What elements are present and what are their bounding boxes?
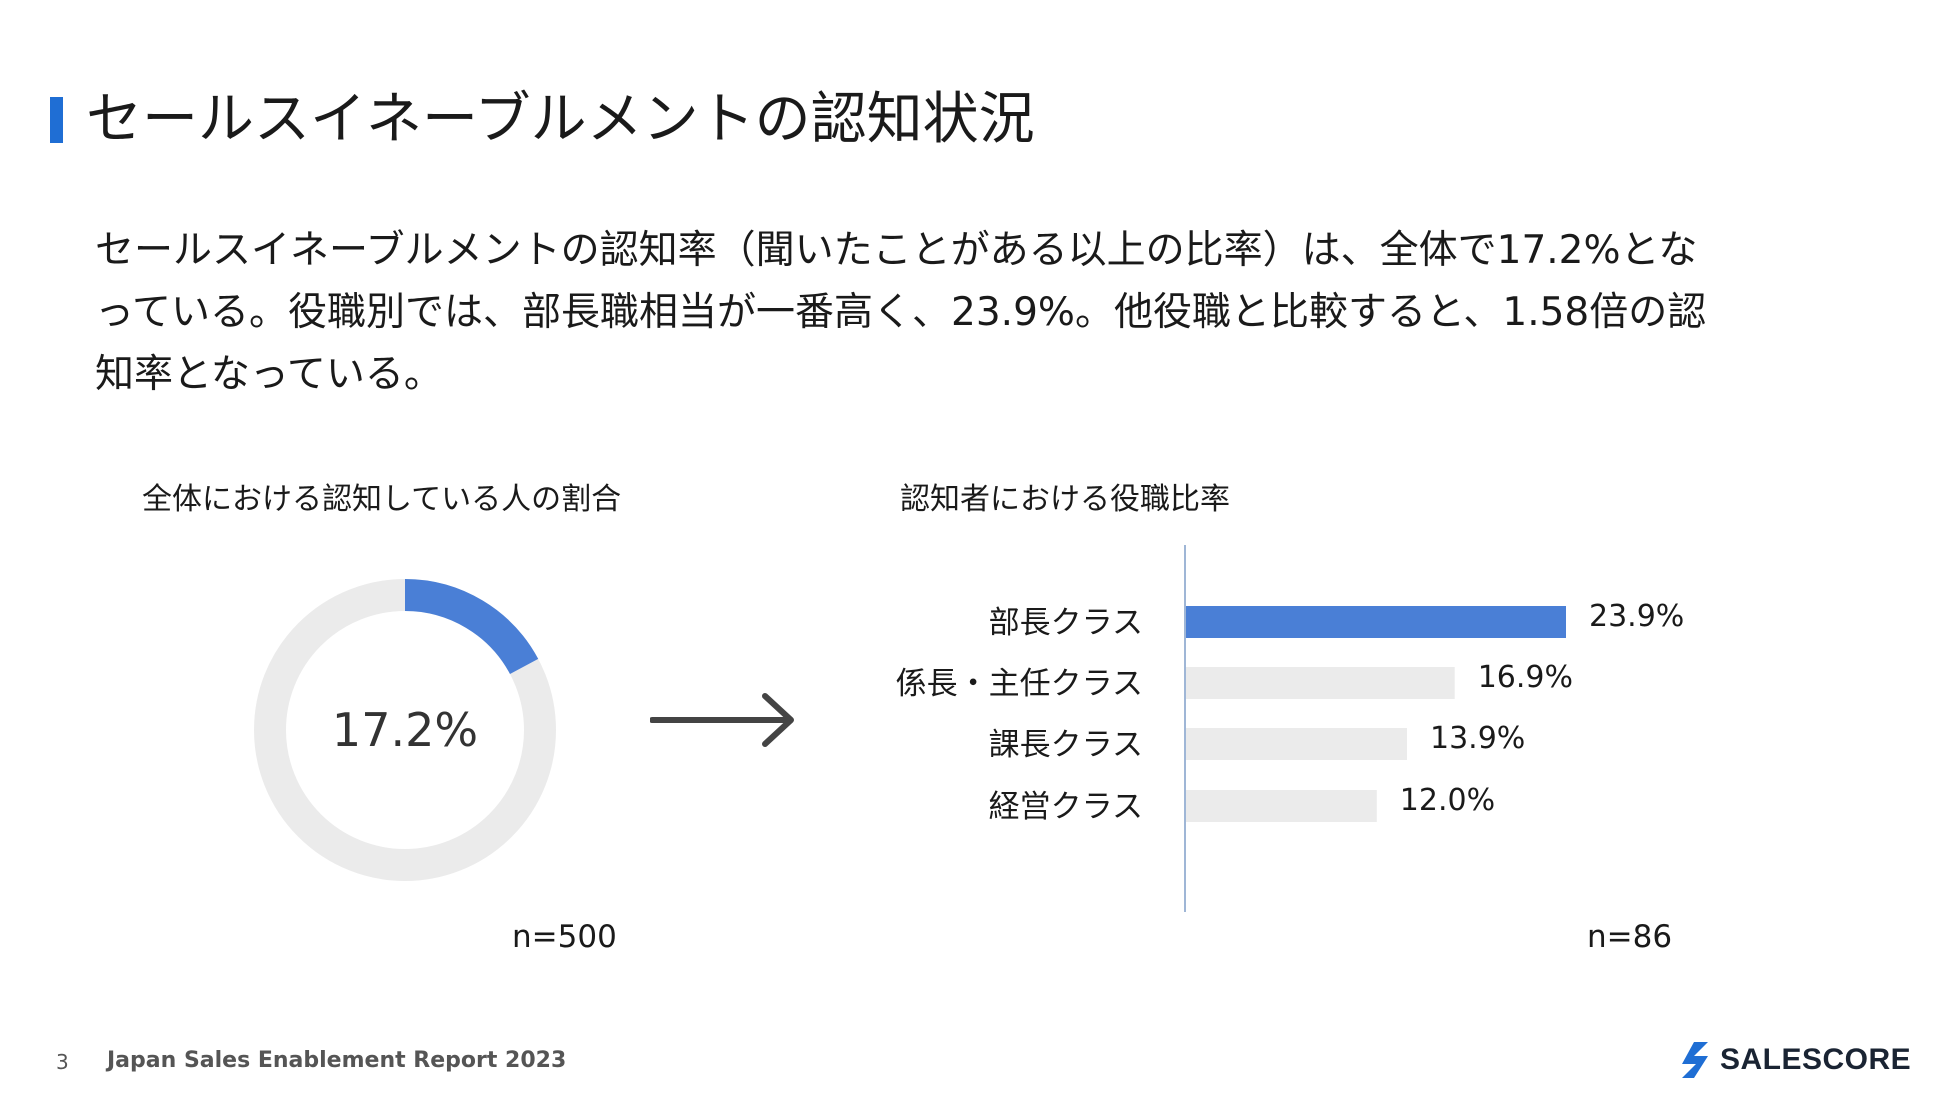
summary-text: セールスイネーブルメントの認知率（聞いたことがある以上の比率）は、全体で17.2… <box>95 228 1707 397</box>
donut-sample-size: n=500 <box>512 919 617 955</box>
report-name: Japan Sales Enablement Report 2023 <box>107 1048 567 1073</box>
bar-chart: 部長クラス 23.9% 係長・主任クラス 16.9% 課長クラス 13.9% 経営クラス 12… <box>896 545 1684 912</box>
bar-sample-size: n=86 <box>1587 919 1673 955</box>
value-label-1: 23.9% <box>1589 599 1684 634</box>
bar-3 <box>1186 728 1408 760</box>
page-title: セールスイネーブルメントの認知状況 <box>86 87 1035 152</box>
value-label-3: 13.9% <box>1430 721 1525 756</box>
salescore-logo-icon <box>1682 1042 1708 1078</box>
donut-center-label: 17.2% <box>331 703 479 757</box>
donut-aware-slice <box>404 579 539 675</box>
category-label-2: 係長・主任クラス <box>896 666 1143 702</box>
bar-2 <box>1186 667 1455 699</box>
bar-4 <box>1186 790 1377 822</box>
bar-chart-title: 認知者における役職比率 <box>900 482 1230 517</box>
value-label-4: 12.0% <box>1400 783 1495 818</box>
bar-1 <box>1186 606 1566 638</box>
page-number: 3 <box>56 1050 69 1074</box>
salescore-logo: SALESCORE <box>1680 1040 1911 1080</box>
logo-text: SALESCORE <box>1720 1043 1912 1076</box>
title-accent-bar <box>50 97 63 143</box>
category-label-3: 課長クラス <box>989 727 1143 763</box>
donut-chart-title: 全体における認知している人の割合 <box>142 482 622 517</box>
category-label-1: 部長クラス <box>989 605 1143 641</box>
donut-chart <box>254 579 556 881</box>
category-label-4: 経営クラス <box>989 789 1143 825</box>
right-arrow-icon <box>650 693 794 747</box>
value-label-2: 16.9% <box>1478 660 1573 695</box>
